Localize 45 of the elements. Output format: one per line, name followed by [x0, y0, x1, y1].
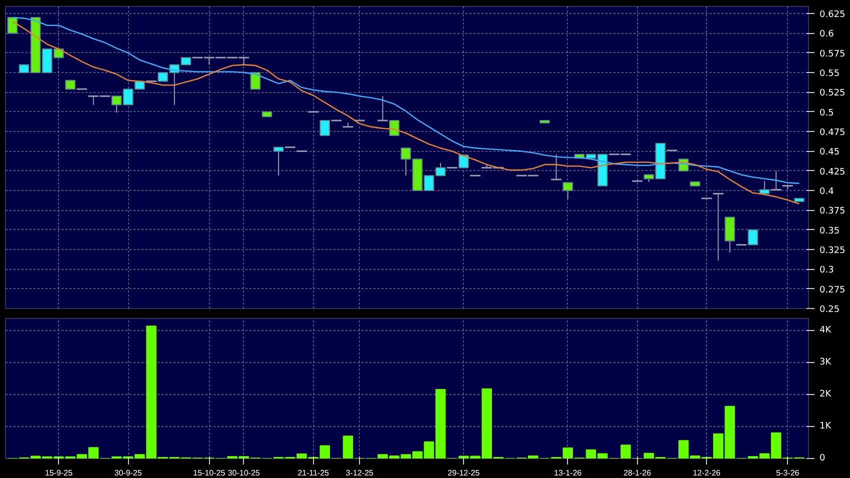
y-tick-label: 0.45 [820, 148, 840, 158]
x-tick-label: 5-3-26 [776, 468, 800, 478]
x-tick-label: 30-9-25 [114, 468, 142, 478]
y-tick-label: 0.5 [820, 108, 834, 118]
y-tick-label: 0.575 [820, 49, 846, 60]
y-tick-label: 0.3 [820, 266, 834, 276]
y-tick-label: 0 [820, 454, 826, 464]
candlestick [562, 182, 573, 200]
y-tick-label: 0.475 [820, 128, 846, 138]
x-tick-label: 3-12-25 [346, 468, 374, 478]
candlestick [550, 154, 562, 180]
y-tick-label: 0.625 [820, 10, 846, 20]
x-tick-label: 13-1-26 [554, 468, 582, 478]
x-tick-label: 15-10-25 [193, 468, 226, 478]
candlestick [389, 120, 400, 136]
x-tick-label: 21-11-25 [298, 468, 330, 478]
y-tick-label: 0.6 [820, 30, 834, 40]
bar [342, 436, 354, 458]
y-tick-label: 0.425 [820, 167, 846, 178]
y-tick-label: 0.35 [820, 226, 840, 236]
x-tick-label: 30-10-25 [228, 468, 260, 478]
candlestick [250, 72, 261, 90]
y-tick-label: 0.275 [820, 285, 846, 296]
y-tick-label: 2K [820, 390, 832, 400]
candlestick [748, 229, 758, 246]
x-tick-label: 29-12-25 [448, 468, 480, 478]
y-tick-label: 4K [820, 326, 832, 336]
candlestick [712, 192, 724, 262]
candlestick [770, 170, 782, 190]
candlestick [458, 154, 469, 168]
y-tick-label: 0.375 [820, 206, 846, 217]
y-tick-label: 0.325 [820, 246, 846, 256]
candlestick [376, 96, 389, 122]
y-tick-label: 0.525 [820, 88, 846, 99]
candlestick [320, 120, 330, 136]
x-tick-label: 12-2-26 [692, 468, 722, 478]
candlestick [724, 216, 735, 254]
candlestick [7, 17, 18, 34]
y-tick-label: 0.4 [820, 187, 834, 198]
y-tick-label: 0.25 [820, 305, 840, 315]
x-tick-label: 15-9-25 [44, 468, 74, 478]
x-tick-label: 28-1-26 [623, 468, 652, 478]
y-tick-label: 3K [820, 358, 832, 368]
y-tick-label: 1K [820, 422, 832, 432]
y-tick-label: 0.55 [820, 69, 840, 80]
